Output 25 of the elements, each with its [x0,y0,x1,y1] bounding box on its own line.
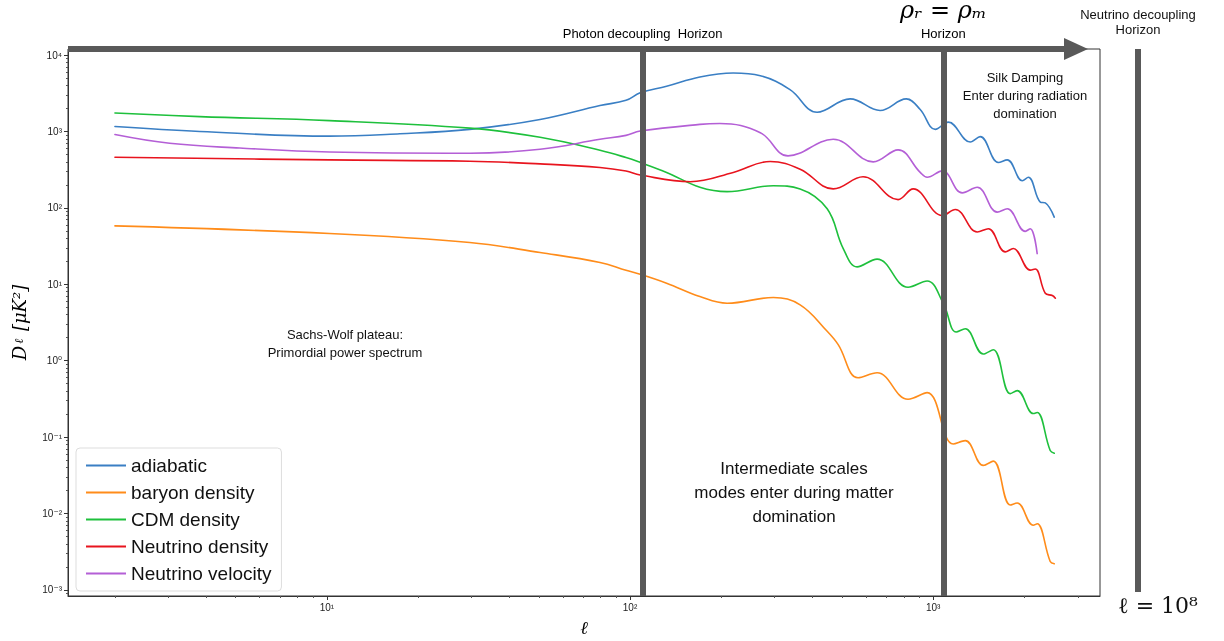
x-axis-title: ℓ [580,616,589,638]
x-tick-label: 10² [622,601,638,613]
y-tick-label: 10⁻³ [42,584,63,596]
y-tick-label: 10⁻² [42,507,63,519]
legend-label: CDM density [131,509,241,530]
text: ℓ = 10⁸ [1118,592,1199,618]
annotation: Silk Damping Enter during radiation domination [962,69,1088,121]
y-tick-label: 10⁰ [46,355,62,367]
legend-label: Neutrino velocity [131,563,272,584]
x-tick-label: 10¹ [319,601,335,613]
ref-line-label: Photon decoupling Horizon [562,25,723,41]
legend-label: Neutrino density [131,536,269,557]
y-tick-label: 10⁻¹ [42,431,63,443]
text: Neutrino decoupling Horizon [1080,7,1196,37]
y-tick-label: 10³ [47,125,63,137]
ref-line-label: ρᵣ = ρₘ Horizon [899,0,987,41]
x-tick-label: 10³ [925,601,942,613]
legend-label: baryon density [131,482,256,503]
y-tick-label: 10² [47,202,63,214]
y-axis-title: Dℓ [μK²] [8,283,30,362]
legend-label: adiabatic [131,455,208,476]
annotation: Intermediate scales modes enter during matter domination [694,458,895,526]
y-tick-label: 10¹ [47,278,63,290]
annotation: Sachs-Wolf plateau: Primordial power spectrum [267,326,423,360]
y-tick-label: 10⁴ [46,49,62,61]
